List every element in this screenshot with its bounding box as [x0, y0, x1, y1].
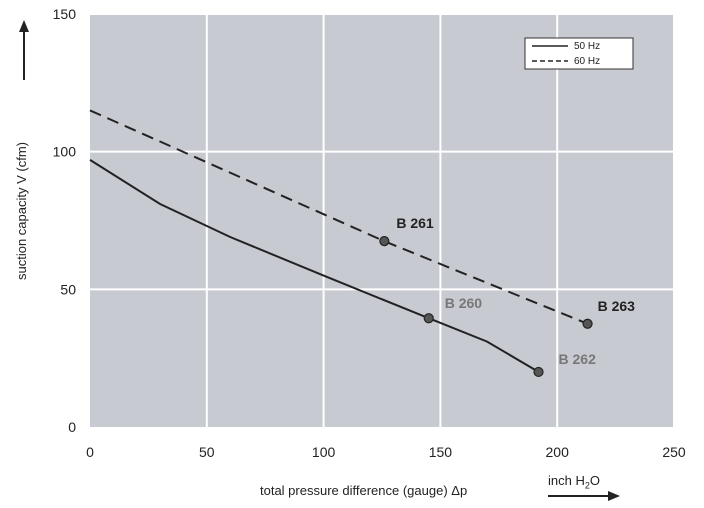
grid: [90, 13, 675, 427]
y-tick-label: 150: [53, 6, 77, 22]
series-line-50hz: [89, 159, 540, 373]
series-lines: [89, 109, 588, 373]
legend-label-50hz: 50 Hz: [574, 41, 600, 52]
x-tick-label: 50: [199, 444, 215, 460]
x-tick-label: 150: [429, 444, 453, 460]
x-tick-label: 250: [662, 444, 686, 460]
data-point-label: B 261: [396, 215, 434, 231]
x-axis-label: total pressure difference (gauge) Δp: [260, 483, 468, 498]
x-tick-label: 100: [312, 444, 336, 460]
x-axis-unit: inch H2O: [548, 473, 600, 491]
y-tick-label: 100: [53, 144, 77, 160]
x-unit-subscript: 2: [584, 480, 590, 491]
x-unit-suffix: O: [589, 473, 600, 488]
y-tick-label: 50: [60, 281, 76, 297]
x-axis-arrow: [548, 491, 620, 501]
y-axis-label: suction capacity V (cfm): [14, 142, 29, 280]
legend: 50 Hz 60 Hz: [524, 37, 634, 70]
data-point: [582, 318, 593, 329]
data-point: [423, 313, 434, 324]
data-point: [533, 366, 544, 378]
plot-area: [90, 14, 674, 427]
tick-labels: 0 50 100 150 200 250 0 50 100 150: [53, 6, 686, 460]
y-tick-label: 0: [68, 419, 76, 435]
y-axis-arrow: [19, 20, 29, 80]
data-point-label: B 260: [445, 295, 483, 311]
data-point-label: B 263: [598, 298, 636, 314]
data-points: B 261 B 260 B 262 B 263: [379, 215, 636, 378]
x-tick-label: 0: [86, 444, 94, 460]
legend-label-60hz: 60 Hz: [574, 56, 600, 67]
data-point-label: B 262: [559, 351, 597, 367]
data-point: [379, 236, 390, 247]
x-tick-label: 200: [546, 444, 570, 460]
x-unit-prefix: inch H: [548, 473, 585, 488]
